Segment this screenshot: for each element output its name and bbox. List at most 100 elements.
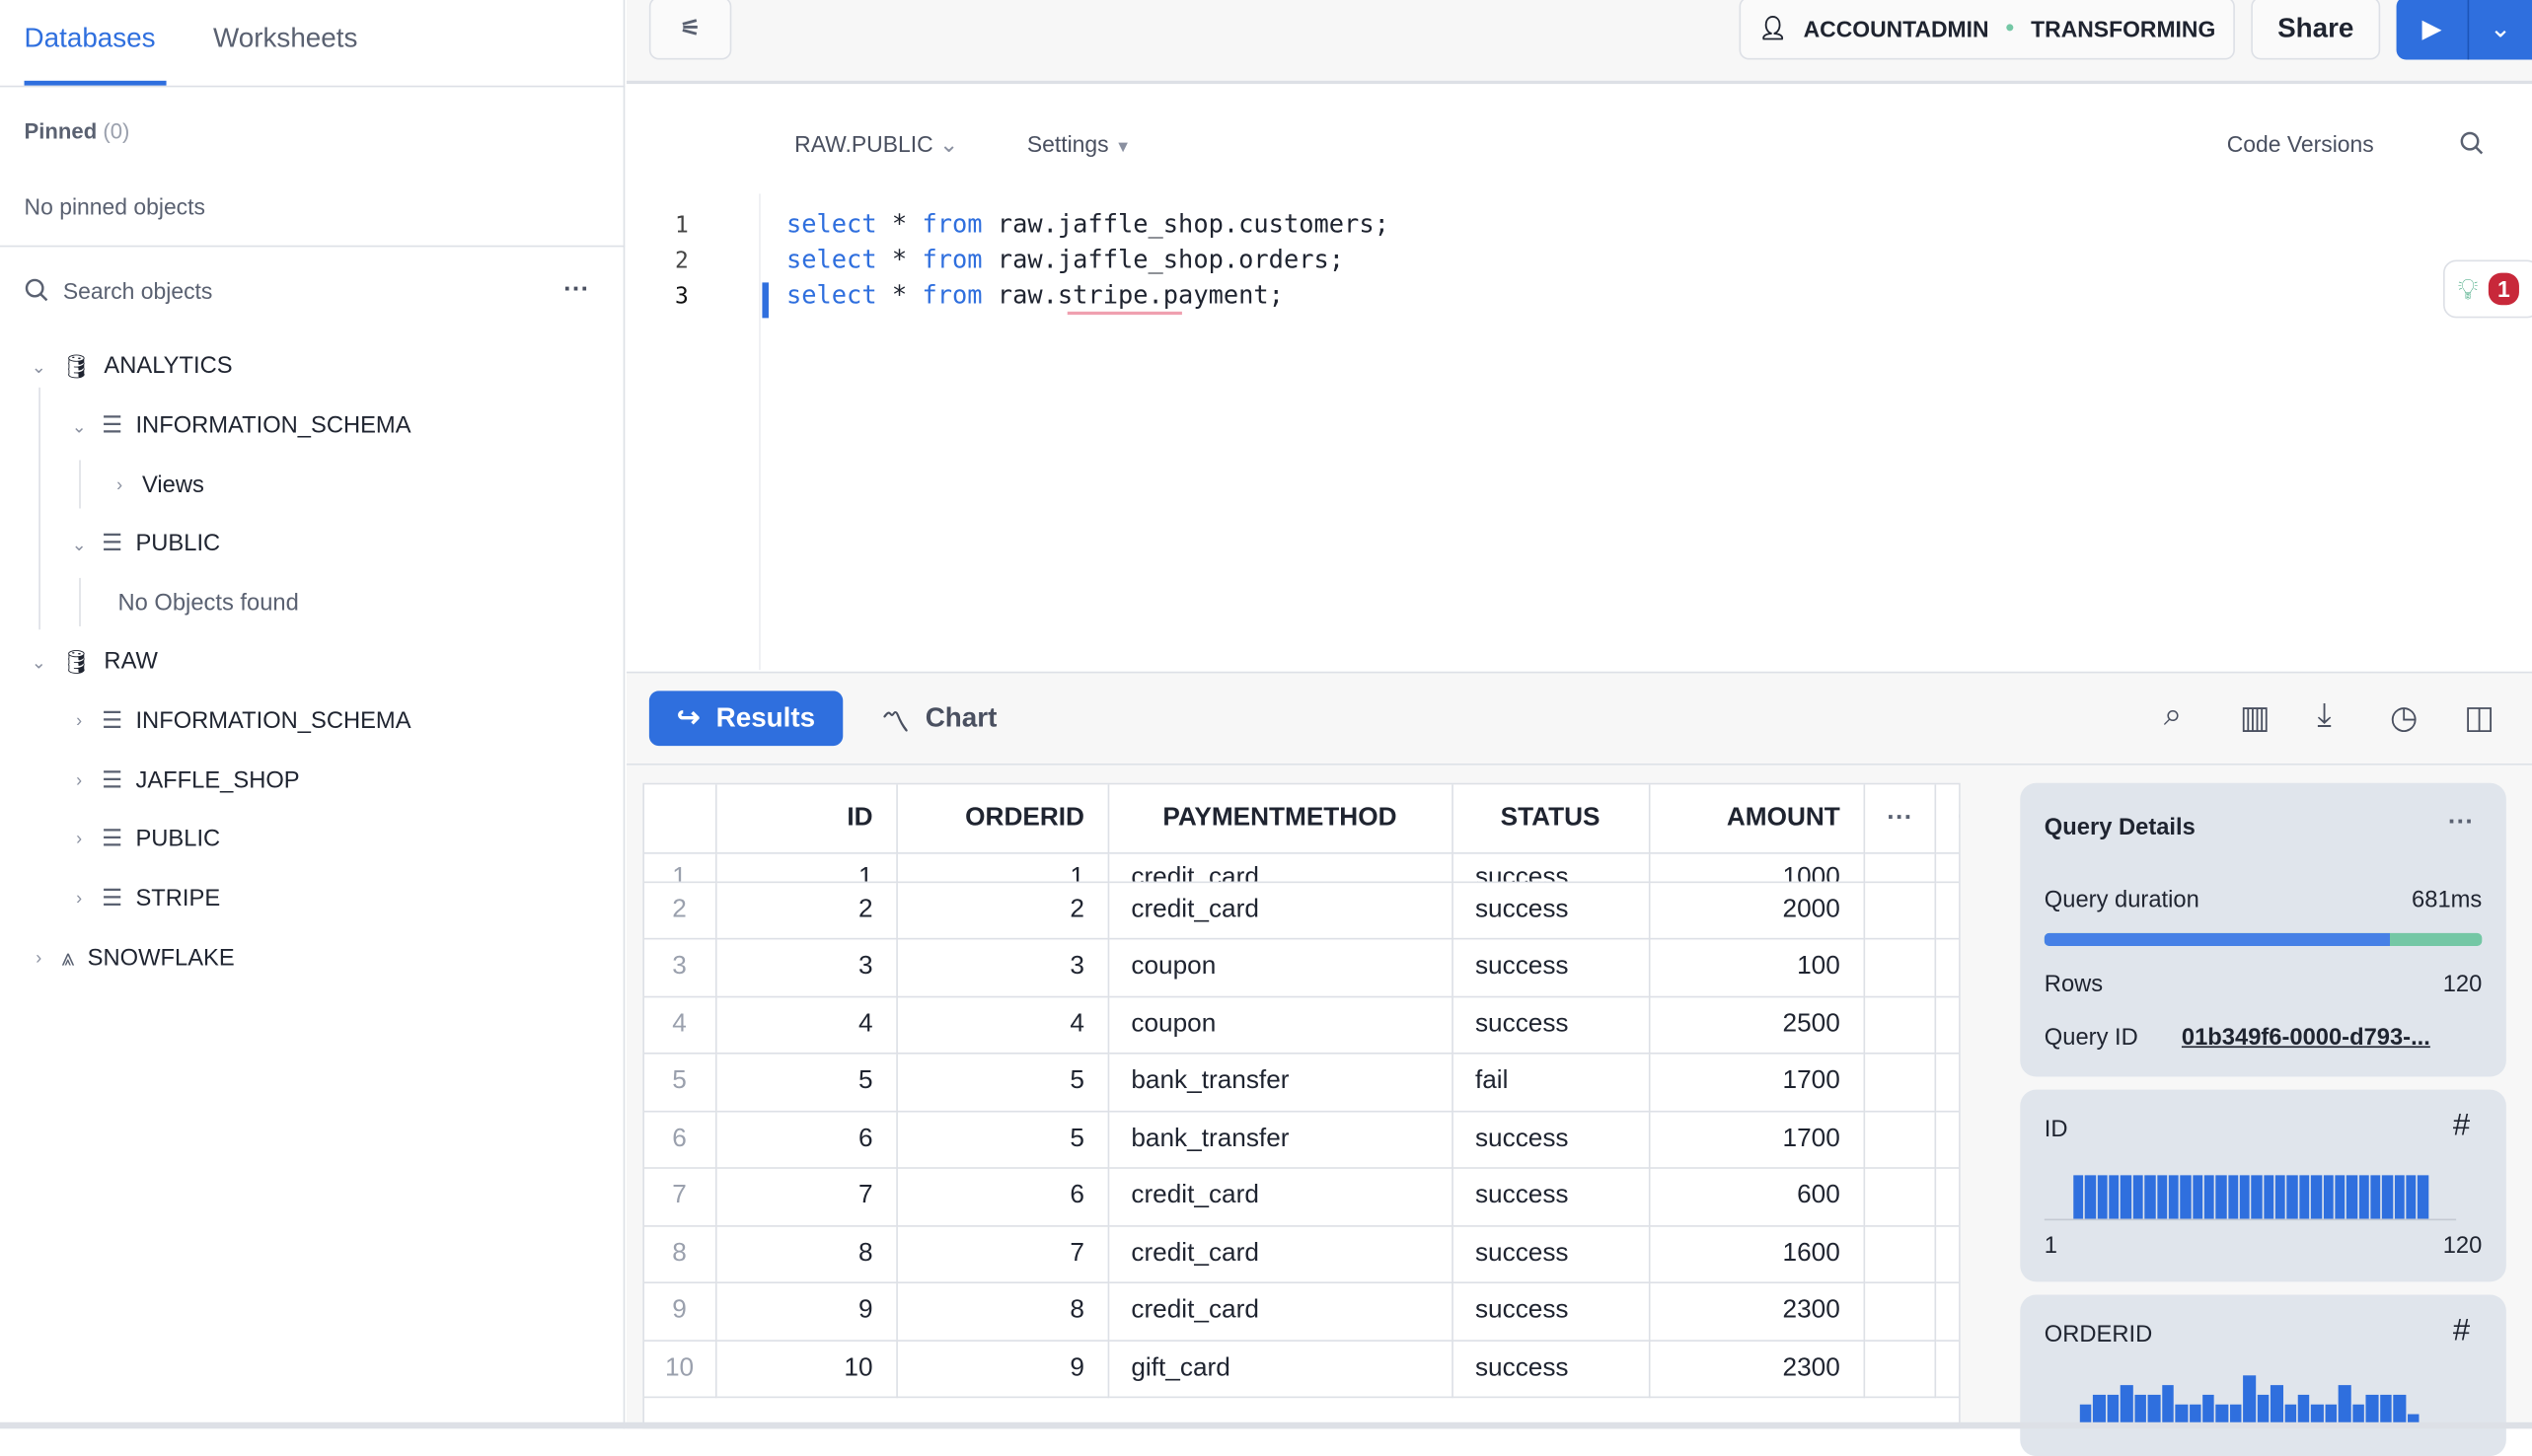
- table-cell: 2018: [1934, 881, 1960, 940]
- tree-analytics[interactable]: ⌄ 🛢︎ ANALYTICS: [29, 348, 233, 384]
- tree-label: Views: [142, 473, 204, 499]
- table-cell: 10: [714, 1340, 898, 1399]
- table-cell: 2: [896, 881, 1109, 940]
- row-number: 10: [643, 1340, 716, 1399]
- histogram-bar: [2358, 1175, 2369, 1219]
- table-cell: 2000: [1648, 881, 1865, 940]
- histogram-bar: [2251, 1175, 2263, 1219]
- tree-label: PUBLIC: [135, 826, 221, 853]
- role-warehouse-selector[interactable]: 👤︎ ACCOUNTADMIN ● TRANSFORMING: [1739, 0, 2235, 60]
- results-toolbar: [626, 671, 2532, 765]
- column-header[interactable]: STATUS: [1452, 784, 1650, 853]
- tree-snowflake[interactable]: › ⩓ SNOWFLAKE: [29, 941, 234, 977]
- tree-information-schema[interactable]: ⌄ ☰ INFORMATION_SCHEMA: [69, 408, 411, 444]
- lightbulb-icon: 💡︎: [2457, 271, 2479, 305]
- table-cell: [1863, 1053, 1936, 1112]
- chevron-down-icon: ⌄: [71, 535, 87, 555]
- column-header[interactable]: ID: [714, 784, 898, 853]
- tree-stripe[interactable]: › ☰ STRIPE: [69, 882, 220, 917]
- row-number: 7: [643, 1168, 716, 1226]
- tree-raw-information-schema[interactable]: › ☰ INFORMATION_SCHEMA: [69, 704, 410, 740]
- table-cell: 100: [1648, 938, 1865, 997]
- search-input[interactable]: Search objects: [62, 277, 213, 304]
- row-number: 4: [643, 995, 716, 1055]
- histogram-bar: [2346, 1175, 2357, 1219]
- table-cell: [1863, 1282, 1936, 1342]
- chart-tab[interactable]: 〽 Chart: [882, 691, 998, 746]
- panel-toggle-icon[interactable]: ◫: [2464, 700, 2495, 737]
- column-header[interactable]: PAYMENTMETHOD: [1107, 784, 1453, 853]
- row-number: 2: [643, 881, 716, 940]
- histogram-bar: [2121, 1175, 2131, 1219]
- filter-button[interactable]: ⚟: [648, 0, 732, 60]
- histogram-bar: [2147, 1394, 2161, 1424]
- query-id-link[interactable]: 01b349f6-0000-d793-...: [2181, 1025, 2430, 1052]
- results-tab[interactable]: ↪ Results: [648, 691, 844, 747]
- code-versions-button[interactable]: Code Versions: [2226, 130, 2374, 157]
- tree-views[interactable]: › Views: [110, 469, 204, 504]
- histogram-bar: [2283, 1404, 2297, 1424]
- tree-public[interactable]: ⌄ ☰ PUBLIC: [69, 526, 221, 561]
- share-button[interactable]: Share: [2251, 0, 2381, 60]
- more-icon[interactable]: ···: [2447, 808, 2475, 837]
- table-row[interactable]: 444couponsuccess25002018: [643, 995, 1960, 1055]
- search-objects[interactable]: Search objects ···: [25, 276, 590, 305]
- assistant-widget[interactable]: 💡︎ 1: [2443, 259, 2532, 319]
- column-header[interactable]: AMOUNT: [1648, 784, 1865, 853]
- histogram-bar: [2243, 1375, 2256, 1424]
- results-grid[interactable]: IDORDERIDPAYMENTMETHODSTATUSAMOUNT···CRE…: [642, 782, 1961, 1429]
- table-cell: 2300: [1648, 1282, 1865, 1342]
- histogram-bar: [2351, 1404, 2365, 1424]
- tree-jaffle-shop[interactable]: › ☰ JAFFLE_SHOP: [69, 764, 299, 799]
- table-cell: success: [1452, 881, 1650, 940]
- histogram-bar: [2073, 1175, 2084, 1219]
- histogram-bar: [2189, 1404, 2201, 1424]
- column-header[interactable]: ···: [1863, 784, 1936, 853]
- column-header[interactable]: ORDERID: [896, 784, 1109, 853]
- tab-worksheets[interactable]: Worksheets: [213, 22, 358, 54]
- chevron-right-icon: ›: [76, 889, 83, 910]
- error-count-badge: 1: [2488, 272, 2520, 306]
- column-header[interactable]: [643, 784, 716, 853]
- code-line: select * from raw.jaffle_shop.customers;: [786, 210, 1389, 239]
- chevron-down-icon: ⌄: [71, 417, 87, 437]
- histogram-bar: [2406, 1175, 2417, 1219]
- history-icon[interactable]: ◷: [2390, 700, 2419, 737]
- histogram-bar: [2323, 1175, 2334, 1219]
- run-options-button[interactable]: ⌄: [2469, 0, 2532, 60]
- orderid-histogram: [2079, 1375, 2420, 1424]
- histogram-bar: [2175, 1404, 2188, 1424]
- results-table: IDORDERIDPAYMENTMETHODSTATUSAMOUNT···CRE…: [643, 784, 1960, 1399]
- tree-raw[interactable]: ⌄ 🛢︎ RAW: [29, 644, 158, 680]
- run-button[interactable]: ▶: [2397, 0, 2470, 60]
- column-header[interactable]: CREATED: [1934, 784, 1960, 853]
- table-cell: [1863, 852, 1936, 883]
- table-cell: 6: [896, 1168, 1109, 1226]
- pinned-count: (0): [103, 119, 130, 144]
- table-row[interactable]: 333couponsuccess1002018: [643, 938, 1960, 997]
- context-selector[interactable]: RAW.PUBLIC ⌄: [794, 131, 958, 159]
- columns-icon[interactable]: ▥: [2239, 700, 2271, 737]
- query-details-panel: Query Details ··· Query duration 681ms R…: [2020, 782, 2506, 1077]
- settings-menu[interactable]: Settings ▼: [1027, 131, 1131, 157]
- divider: [0, 85, 626, 88]
- download-icon[interactable]: ⤓: [2317, 696, 2332, 733]
- search-icon[interactable]: ⌕: [2163, 696, 2183, 733]
- table-cell: 2018: [1934, 938, 1960, 997]
- table-cell: gift_card: [1107, 1340, 1453, 1399]
- tree-raw-public[interactable]: › ☰ PUBLIC: [69, 822, 220, 857]
- search-icon[interactable]: [2459, 131, 2485, 157]
- table-cell: [1863, 1340, 1936, 1399]
- more-icon[interactable]: ···: [563, 275, 590, 304]
- hash-icon: #: [2452, 1314, 2471, 1348]
- tab-databases[interactable]: Databases: [24, 22, 156, 54]
- histogram-bar: [2271, 1385, 2283, 1424]
